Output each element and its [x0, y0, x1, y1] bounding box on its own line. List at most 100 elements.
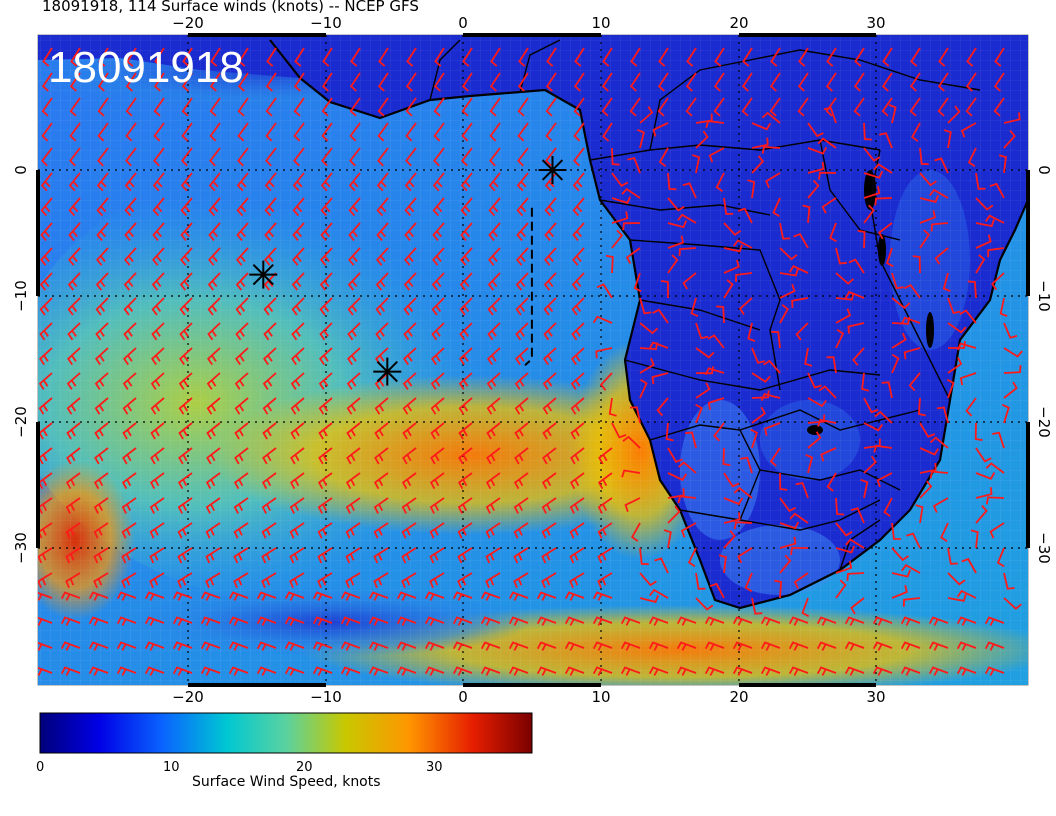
wind-barb — [402, 447, 417, 465]
wind-barb — [368, 641, 389, 651]
wind-barb — [630, 47, 641, 67]
wind-barb — [180, 247, 193, 266]
wind-barb — [742, 47, 753, 67]
wind-barb — [835, 579, 847, 599]
wind-barb — [284, 616, 305, 626]
wind-barb — [515, 297, 529, 316]
wind-barb — [723, 244, 743, 253]
wind-barb — [930, 222, 949, 232]
wind-barb — [751, 122, 772, 131]
wind-barb — [430, 422, 445, 440]
wind-barb — [514, 397, 529, 415]
wind-barb — [312, 666, 333, 676]
wind-barb — [38, 397, 53, 415]
wind-barb — [340, 591, 361, 601]
wind-barb — [797, 97, 809, 117]
wind-barb — [723, 197, 734, 215]
wind-barb — [943, 129, 952, 149]
wind-barb — [340, 641, 361, 651]
wind-barb — [406, 47, 417, 67]
wind-barb — [639, 357, 655, 374]
wind-barb — [835, 247, 847, 265]
wind-barb — [629, 97, 641, 117]
wind-barb — [256, 666, 277, 676]
wind-barb — [956, 589, 977, 599]
wind-barb — [457, 472, 473, 490]
wind-barb — [608, 397, 617, 417]
wind-barb — [891, 297, 911, 310]
wind-barb — [639, 547, 649, 566]
wind-barb — [779, 222, 791, 240]
wind-barb — [263, 347, 277, 366]
wind-barb — [200, 591, 221, 601]
wind-barb — [654, 557, 669, 574]
wind-barb — [318, 397, 333, 415]
wind-barb — [284, 666, 305, 676]
wind-barb — [622, 222, 641, 231]
wind-barb — [788, 666, 809, 676]
wind-barb — [459, 297, 473, 316]
wind-barb — [572, 172, 585, 192]
wind-barb — [348, 222, 361, 241]
wind-barb — [293, 122, 305, 142]
wind-barb — [881, 381, 893, 399]
wind-barb — [805, 453, 814, 474]
colorbar-tick: 20 — [296, 760, 313, 775]
wind-barb — [60, 591, 81, 601]
wind-barb — [38, 591, 53, 601]
wind-barb — [908, 372, 921, 392]
wind-barb — [878, 132, 893, 149]
wind-barb — [318, 447, 333, 465]
wind-barb — [262, 397, 277, 415]
wind-barb — [919, 462, 937, 474]
wind-barb — [60, 666, 81, 676]
wind-barb — [975, 505, 988, 524]
wind-barb — [900, 616, 921, 626]
wind-barb — [377, 147, 389, 167]
wind-barb — [122, 397, 137, 415]
wind-barb — [704, 367, 725, 376]
wind-barb — [649, 588, 669, 599]
wind-barb — [236, 247, 249, 266]
wind-barb — [293, 97, 305, 117]
wind-barb — [349, 72, 361, 92]
wind-barb — [741, 97, 753, 117]
wind-barb — [872, 641, 893, 651]
wind-barb — [639, 106, 654, 124]
wind-barb — [205, 547, 221, 564]
wind-barb — [149, 547, 165, 564]
wind-barb — [938, 47, 949, 67]
wind-barb — [569, 547, 585, 564]
wind-barb — [667, 254, 679, 274]
wind-barb — [542, 447, 557, 465]
wind-barb — [462, 47, 473, 67]
wind-barb — [825, 97, 837, 117]
wind-barb — [320, 222, 333, 241]
wind-barb — [66, 447, 81, 465]
wind-barb — [863, 455, 877, 474]
wind-barb — [65, 522, 81, 539]
wind-barb — [816, 666, 837, 676]
wind-barb — [516, 172, 529, 192]
wind-barb — [291, 322, 305, 341]
wind-barb — [572, 197, 585, 217]
wind-barb — [769, 447, 781, 467]
wind-barb — [122, 447, 137, 465]
wind-barb — [751, 406, 766, 424]
wind-barb — [345, 572, 361, 589]
wind-barb — [891, 584, 908, 599]
wind-barb — [265, 97, 277, 117]
wind-barb — [403, 347, 417, 366]
wind-barb — [124, 197, 137, 217]
wind-barb — [514, 447, 529, 465]
wind-barb — [572, 247, 585, 266]
wind-barb — [704, 641, 725, 651]
wind-barb — [1001, 403, 1010, 424]
wind-barb — [518, 47, 529, 67]
wind-barb — [290, 397, 305, 415]
wind-barb — [857, 229, 866, 249]
wind-barb — [207, 347, 221, 366]
wind-barb — [349, 147, 361, 167]
wind-barb — [429, 497, 445, 514]
wind-barb — [94, 397, 109, 415]
